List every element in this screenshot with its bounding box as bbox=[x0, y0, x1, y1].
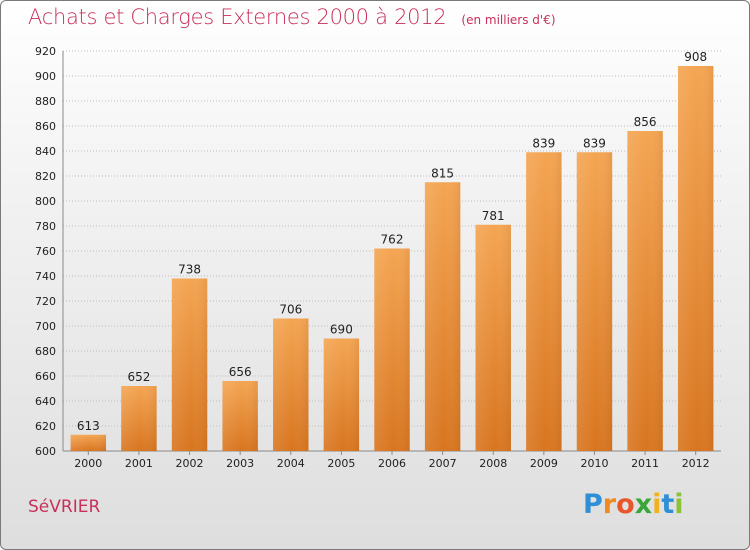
bar-shade bbox=[627, 131, 663, 451]
data-label-2004: 706 bbox=[279, 303, 302, 317]
y-tick-label: 660 bbox=[35, 370, 56, 383]
brand-letter: t bbox=[661, 489, 675, 520]
chart-subtitle: (en milliers d'€) bbox=[461, 13, 556, 27]
x-tick-label-2004: 2004 bbox=[277, 457, 305, 470]
data-label-2007: 815 bbox=[431, 166, 454, 180]
y-tick-label: 900 bbox=[35, 70, 56, 83]
bar-shade bbox=[323, 338, 360, 451]
bar-shade bbox=[424, 182, 461, 451]
bar-shade bbox=[273, 318, 309, 451]
y-tick-label: 620 bbox=[35, 420, 56, 433]
bar-shade bbox=[222, 381, 258, 451]
y-tick-label: 740 bbox=[35, 270, 56, 283]
x-tick-label-2000: 2000 bbox=[74, 457, 102, 470]
data-label-2000: 613 bbox=[77, 419, 100, 433]
city-name: SéVRIER bbox=[28, 497, 101, 517]
brand-letter: i bbox=[652, 489, 662, 520]
x-tick-label-2010: 2010 bbox=[580, 457, 608, 470]
data-label-2011: 856 bbox=[634, 115, 657, 129]
data-label-2008: 781 bbox=[482, 209, 505, 223]
data-label-2003: 656 bbox=[229, 365, 252, 379]
x-tick-label-2009: 2009 bbox=[530, 457, 558, 470]
x-tick-label-2008: 2008 bbox=[479, 457, 507, 470]
bar-shade bbox=[576, 152, 613, 451]
y-tick-label: 640 bbox=[35, 395, 56, 408]
chart-title: Achats et Charges Externes 2000 à 2012 bbox=[28, 5, 447, 29]
bar-shade bbox=[374, 248, 410, 451]
y-tick-label: 800 bbox=[35, 195, 56, 208]
bar-shade bbox=[171, 278, 208, 451]
y-tick-label: 840 bbox=[35, 145, 56, 158]
bar-shade bbox=[70, 434, 107, 451]
y-tick-label: 920 bbox=[35, 45, 56, 58]
brand-letter: x bbox=[634, 489, 653, 520]
x-tick-label-2007: 2007 bbox=[429, 457, 457, 470]
y-tick-label: 820 bbox=[35, 170, 56, 183]
y-tick-label: 880 bbox=[35, 95, 56, 108]
x-tick-label-2005: 2005 bbox=[327, 457, 355, 470]
data-label-2001: 652 bbox=[127, 370, 150, 384]
brand-letter: i bbox=[674, 489, 684, 520]
y-tick-label: 760 bbox=[35, 245, 56, 258]
y-tick-label: 680 bbox=[35, 345, 56, 358]
x-tick-label-2003: 2003 bbox=[226, 457, 254, 470]
data-label-2002: 738 bbox=[178, 263, 201, 277]
title-row: Achats et Charges Externes 2000 à 2012 (… bbox=[28, 5, 556, 29]
y-tick-label: 720 bbox=[35, 295, 56, 308]
y-tick-label: 600 bbox=[35, 445, 56, 458]
y-tick-label: 700 bbox=[35, 320, 56, 333]
brand-letter: r bbox=[602, 489, 617, 520]
data-label-2012: 908 bbox=[684, 50, 707, 64]
bar-shade bbox=[526, 152, 562, 451]
bar-shade bbox=[677, 66, 714, 451]
bar-shade bbox=[475, 224, 511, 451]
brand-letter: P bbox=[583, 489, 603, 520]
bar-shade bbox=[121, 386, 157, 451]
data-label-2009: 839 bbox=[532, 136, 555, 150]
x-tick-label-2012: 2012 bbox=[682, 457, 710, 470]
data-label-2006: 762 bbox=[381, 233, 404, 247]
data-label-2005: 690 bbox=[330, 323, 353, 337]
y-tick-label: 780 bbox=[35, 220, 56, 233]
x-tick-label-2011: 2011 bbox=[631, 457, 659, 470]
brand-logo: Proxiti bbox=[583, 489, 684, 520]
brand-letter: o bbox=[616, 489, 635, 520]
x-tick-label-2001: 2001 bbox=[125, 457, 153, 470]
y-tick-label: 860 bbox=[35, 120, 56, 133]
data-label-2010: 839 bbox=[583, 136, 606, 150]
x-tick-label-2002: 2002 bbox=[176, 457, 204, 470]
x-tick-label-2006: 2006 bbox=[378, 457, 406, 470]
